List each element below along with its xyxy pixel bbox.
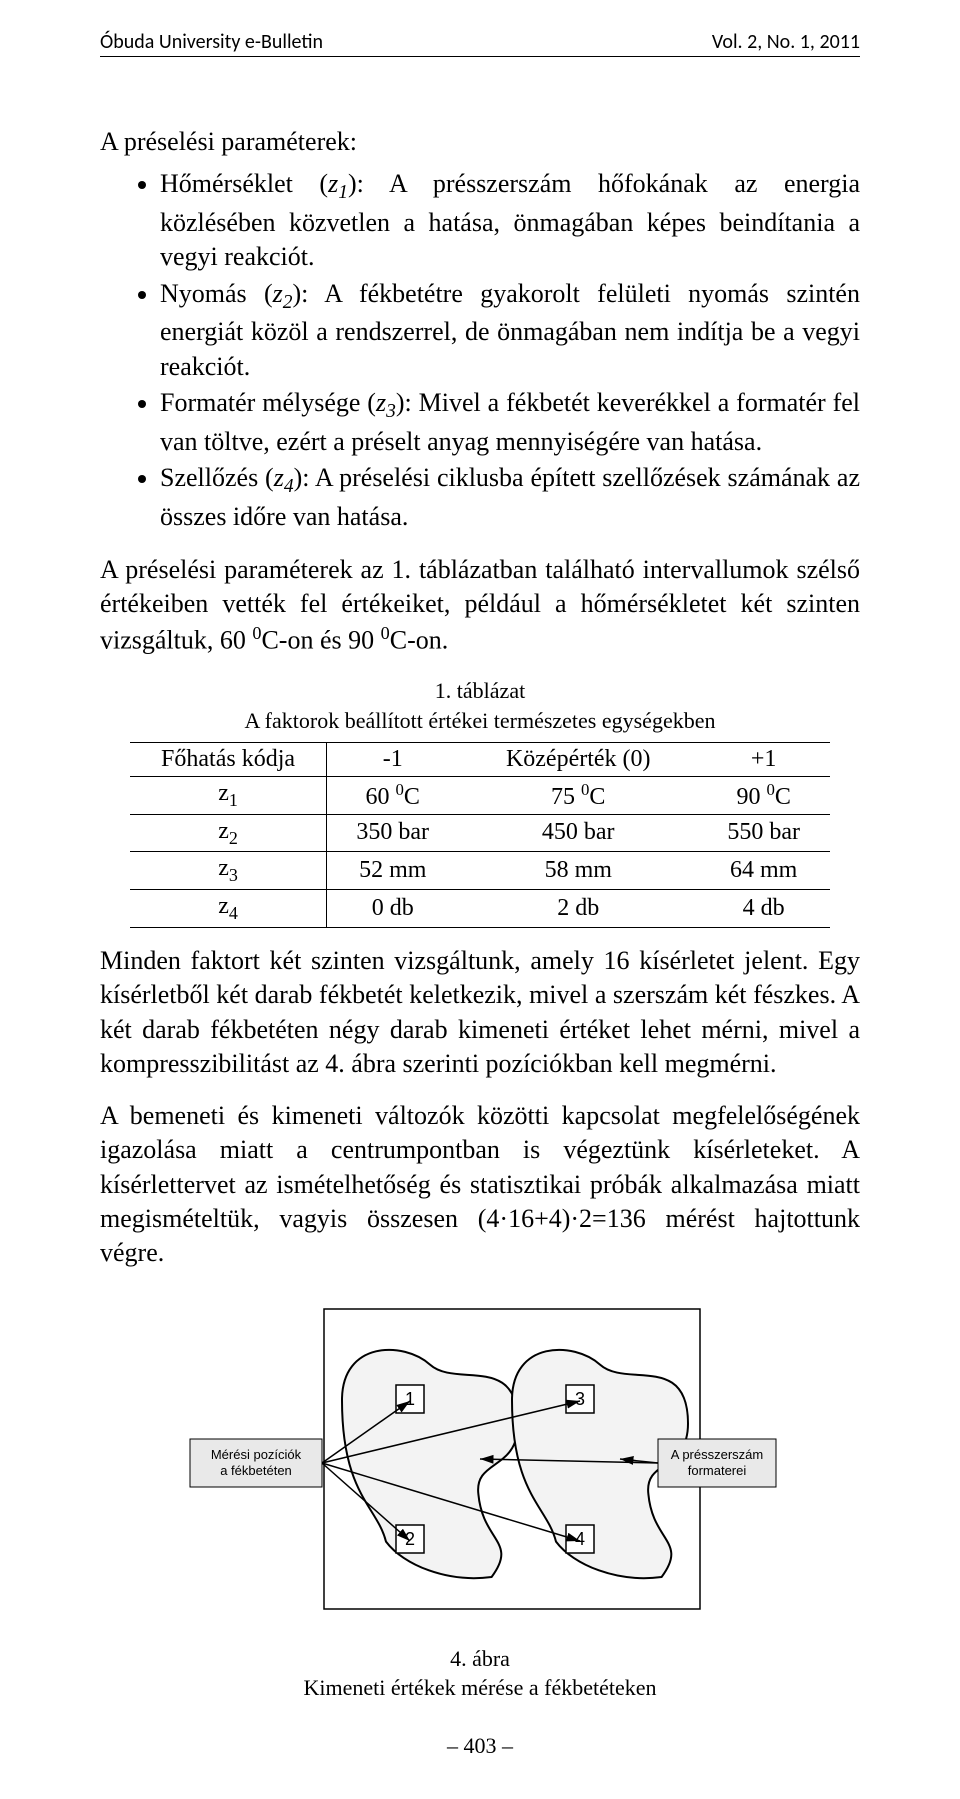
svg-text:3: 3: [575, 1389, 585, 1409]
svg-text:1: 1: [405, 1389, 415, 1409]
svg-text:Mérési pozíciók: Mérési pozíciók: [211, 1447, 302, 1462]
figure-caption-line2: Kimeneti értékek mérése a fékbetéteken: [303, 1675, 656, 1700]
list-item: Nyomás (z2): A fékbetétre gyakorolt felü…: [160, 277, 860, 385]
table-cell: z3: [130, 852, 326, 890]
svg-text:2: 2: [405, 1529, 415, 1549]
table-header-cell: +1: [698, 742, 830, 776]
table-cell: 0 db: [326, 890, 459, 928]
paragraph-1: A préselési paraméterek az 1. táblázatba…: [100, 553, 860, 659]
factors-table: Főhatás kódja-1Középérték (0)+1 z160 0C75…: [130, 742, 829, 928]
svg-text:a fékbetéten: a fékbetéten: [220, 1463, 292, 1478]
table-cell: 550 bar: [698, 814, 830, 852]
table-cell: 90 0C: [698, 776, 830, 814]
table-cell: z1: [130, 776, 326, 814]
paragraph-3: A bemeneti és kimeneti változók közötti …: [100, 1099, 860, 1271]
header-left: Óbuda University e-Bulletin: [100, 30, 323, 54]
table-header-cell: Főhatás kódja: [130, 742, 326, 776]
section-title: A préselési paraméterek:: [100, 127, 860, 157]
list-item: Formatér mélysége (z3): Mivel a fékbetét…: [160, 386, 860, 459]
page-container: Óbuda University e-Bulletin Vol. 2, No. …: [0, 0, 960, 1799]
table-cell: 60 0C: [326, 776, 459, 814]
svg-text:formaterei: formaterei: [688, 1463, 747, 1478]
table-cell: 350 bar: [326, 814, 459, 852]
table-cell: z2: [130, 814, 326, 852]
table-caption-line2: A faktorok beállított értékei természete…: [245, 708, 716, 733]
header-right: Vol. 2, No. 1, 2011: [712, 30, 860, 54]
svg-text:A présszerszám: A présszerszám: [671, 1447, 763, 1462]
table-header-cell: Középérték (0): [459, 742, 698, 776]
table-cell: 52 mm: [326, 852, 459, 890]
table-cell: 2 db: [459, 890, 698, 928]
list-item: Szellőzés (z4): A préselési ciklusba épí…: [160, 461, 860, 534]
figure-caption-line1: 4. ábra: [450, 1646, 510, 1671]
page-header: Óbuda University e-Bulletin Vol. 2, No. …: [100, 30, 860, 57]
figure-container: 1 2 3 4 Mérési pozícióka fékbetéten A préssze…: [100, 1289, 860, 1634]
figure-4: 1 2 3 4 Mérési pozícióka fékbetéten A préssze…: [180, 1289, 780, 1629]
parameter-list: Hőmérséklet (z1): A présszerszám hőfokán…: [100, 167, 860, 535]
table-cell: 75 0C: [459, 776, 698, 814]
table-cell: 64 mm: [698, 852, 830, 890]
table-header-cell: -1: [326, 742, 459, 776]
svg-text:4: 4: [575, 1529, 585, 1549]
table-cell: 4 db: [698, 890, 830, 928]
table-cell: 450 bar: [459, 814, 698, 852]
table-caption: 1. táblázat A faktorok beállított értéke…: [100, 676, 860, 735]
table-caption-line1: 1. táblázat: [435, 678, 525, 703]
table-cell: 58 mm: [459, 852, 698, 890]
list-item: Hőmérséklet (z1): A présszerszám hőfokán…: [160, 167, 860, 275]
paragraph-2: Minden faktort két szinten vizsgáltunk, …: [100, 944, 860, 1081]
figure-caption: 4. ábra Kimeneti értékek mérése a fékbet…: [100, 1644, 860, 1703]
page-footer: – 403 –: [100, 1733, 860, 1759]
table-cell: z4: [130, 890, 326, 928]
